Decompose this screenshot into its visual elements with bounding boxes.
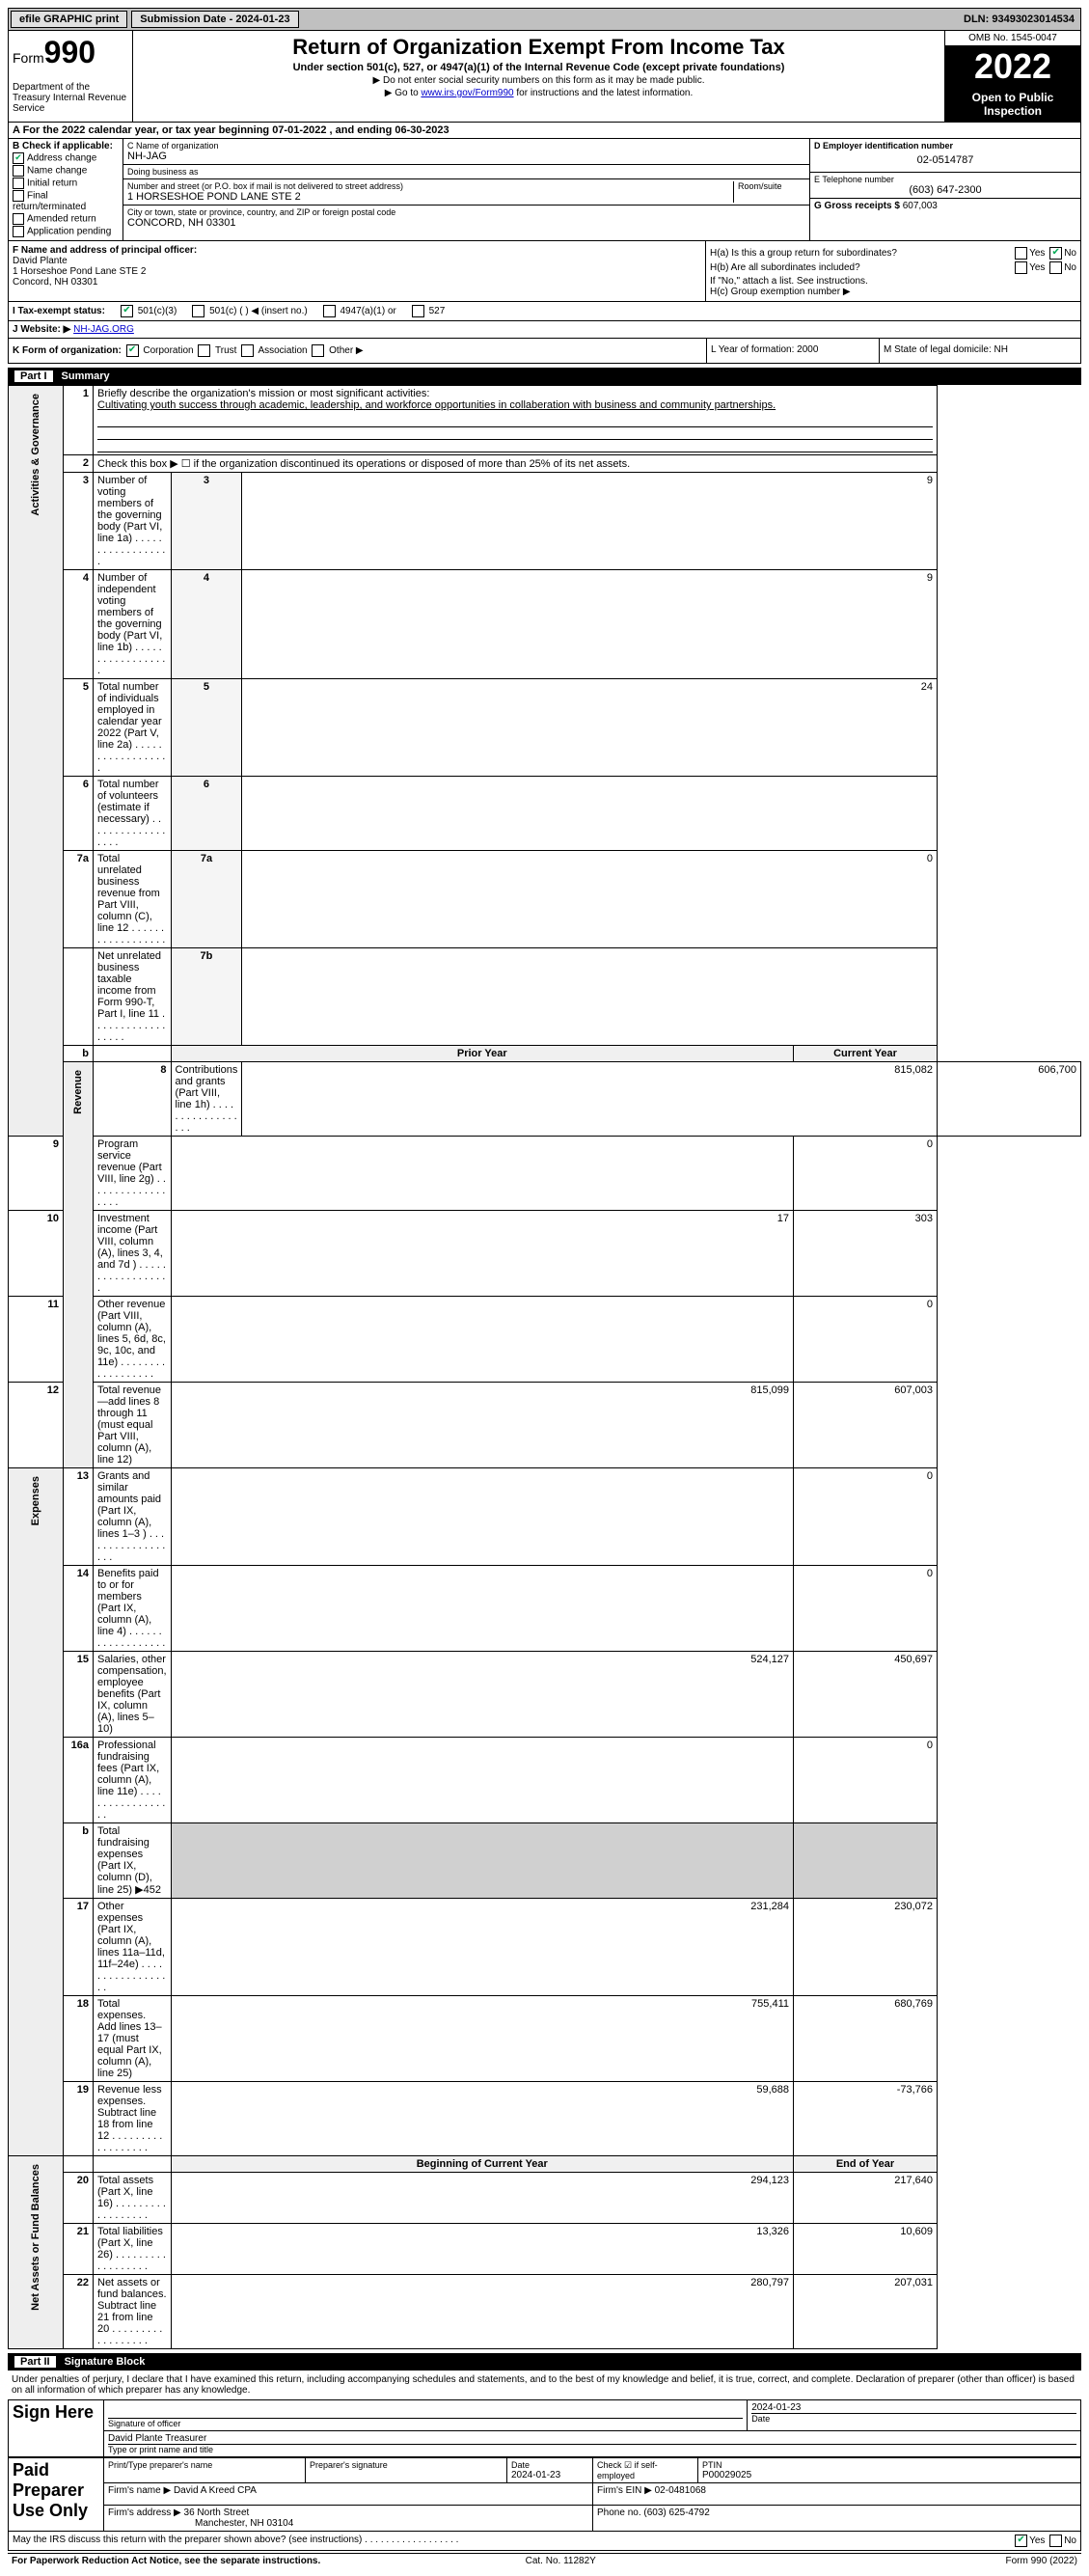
- officer-name: David Plante: [13, 256, 701, 266]
- chk-initial-return[interactable]: Initial return: [13, 178, 119, 189]
- vlabel-net: Net Assets or Fund Balances: [30, 2158, 41, 2316]
- vlabel-rev: Revenue: [72, 1064, 84, 1120]
- header-center: Return of Organization Exempt From Incom…: [133, 31, 944, 122]
- paid-preparer-table: Paid Preparer Use Only Print/Type prepar…: [8, 2457, 1081, 2532]
- declaration-text: Under penalties of perjury, I declare th…: [8, 2370, 1081, 2399]
- row-j-website: J Website: ▶ NH-JAG.ORG: [8, 321, 1081, 339]
- part2-header: Part IISignature Block: [8, 2353, 1081, 2370]
- sign-here-label: Sign Here: [9, 2400, 104, 2457]
- city-value: CONCORD, NH 03301: [127, 217, 805, 229]
- officer-name-title: David Plante Treasurer: [108, 2433, 1076, 2444]
- mission-text: Cultivating youth success through academ…: [97, 399, 933, 411]
- gross-value: 607,003: [903, 201, 938, 211]
- website-link[interactable]: NH-JAG.ORG: [73, 324, 134, 335]
- state-domicile: M State of legal domicile: NH: [880, 339, 1080, 363]
- page-footer: For Paperwork Reduction Act Notice, see …: [8, 2553, 1081, 2568]
- row-i-tax-status: I Tax-exempt status: ✔ 501(c)(3) 501(c) …: [8, 302, 1081, 321]
- year-formation: L Year of formation: 2000: [707, 339, 880, 363]
- form-title: Return of Organization Exempt From Incom…: [137, 35, 940, 60]
- firm-name: David A Kreed CPA: [174, 2485, 257, 2496]
- dba-label: Doing business as: [127, 167, 805, 177]
- org-name: NH-JAG: [127, 151, 805, 162]
- vlabel-exp: Expenses: [30, 1470, 41, 1531]
- room-label: Room/suite: [738, 181, 805, 191]
- omb-number: OMB No. 1545-0047: [945, 31, 1080, 46]
- header-right: OMB No. 1545-0047 2022 Open to Public In…: [944, 31, 1080, 122]
- ein-label: D Employer identification number: [814, 141, 1076, 151]
- sign-here-table: Sign Here Signature of officer 2024-01-2…: [8, 2399, 1081, 2457]
- submission-date-button[interactable]: Submission Date - 2024-01-23: [131, 11, 298, 28]
- col-c-org: C Name of organization NH-JAG Doing busi…: [123, 139, 809, 240]
- top-bar: efile GRAPHIC print Submission Date - 20…: [8, 8, 1081, 31]
- dln-label: DLN: 93493023014534: [958, 14, 1080, 25]
- row-fh: F Name and address of principal officer:…: [8, 241, 1081, 302]
- open-inspection: Open to Public Inspection: [945, 87, 1080, 122]
- department-label: Department of the Treasury Internal Reve…: [13, 82, 128, 114]
- col-de-right: D Employer identification number 02-0514…: [809, 139, 1080, 240]
- addr-value: 1 HORSESHOE POND LANE STE 2: [127, 191, 729, 203]
- addr-label: Number and street (or P.O. box if mail i…: [127, 181, 729, 191]
- efile-print-button[interactable]: efile GRAPHIC print: [11, 11, 127, 28]
- officer-addr2: Concord, NH 03301: [13, 277, 701, 288]
- ein-value: 02-0514787: [814, 151, 1076, 170]
- form-note-link: ▶ Go to www.irs.gov/Form990 for instruct…: [137, 88, 940, 98]
- chk-final-return[interactable]: Final return/terminated: [13, 190, 119, 212]
- irs-link[interactable]: www.irs.gov/Form990: [421, 88, 513, 98]
- part1-header: Part ISummary: [8, 368, 1081, 385]
- form-subtitle: Under section 501(c), 527, or 4947(a)(1)…: [137, 62, 940, 73]
- paid-prep-label: Paid Preparer Use Only: [9, 2458, 104, 2532]
- box-f-officer: F Name and address of principal officer:…: [9, 241, 706, 301]
- phone-label: E Telephone number: [814, 175, 1076, 184]
- box-b-label: B Check if applicable:: [13, 141, 119, 151]
- form-header: Form990 Department of the Treasury Inter…: [8, 31, 1081, 123]
- gross-label: G Gross receipts $: [814, 201, 900, 211]
- chk-address-change[interactable]: ✔Address change: [13, 152, 119, 164]
- form-label: Form: [13, 50, 44, 66]
- tax-year: 2022: [945, 46, 1080, 87]
- col-b-checkboxes: B Check if applicable: ✔Address change N…: [9, 139, 123, 240]
- org-name-label: C Name of organization: [127, 141, 805, 151]
- phone-value: (603) 647-2300: [814, 184, 1076, 196]
- discuss-row: May the IRS discuss this return with the…: [8, 2532, 1081, 2551]
- identity-grid: B Check if applicable: ✔Address change N…: [8, 139, 1081, 241]
- box-h: H(a) Is this a group return for subordin…: [706, 241, 1080, 301]
- header-left: Form990 Department of the Treasury Inter…: [9, 31, 133, 122]
- form-note-ssn: ▶ Do not enter social security numbers o…: [137, 75, 940, 86]
- form-number: 990: [44, 35, 95, 69]
- officer-addr1: 1 Horseshoe Pond Lane STE 2: [13, 266, 701, 277]
- chk-name-change[interactable]: Name change: [13, 165, 119, 177]
- vlabel-gov: Activities & Governance: [30, 388, 41, 522]
- row-klm: K Form of organization: ✔ Corporation Tr…: [8, 339, 1081, 364]
- summary-table: Activities & Governance 1 Briefly descri…: [8, 385, 1081, 2349]
- chk-app-pending[interactable]: Application pending: [13, 226, 119, 237]
- row-a-calendar: A For the 2022 calendar year, or tax yea…: [8, 123, 1081, 139]
- city-label: City or town, state or province, country…: [127, 207, 805, 217]
- chk-amended[interactable]: Amended return: [13, 213, 119, 225]
